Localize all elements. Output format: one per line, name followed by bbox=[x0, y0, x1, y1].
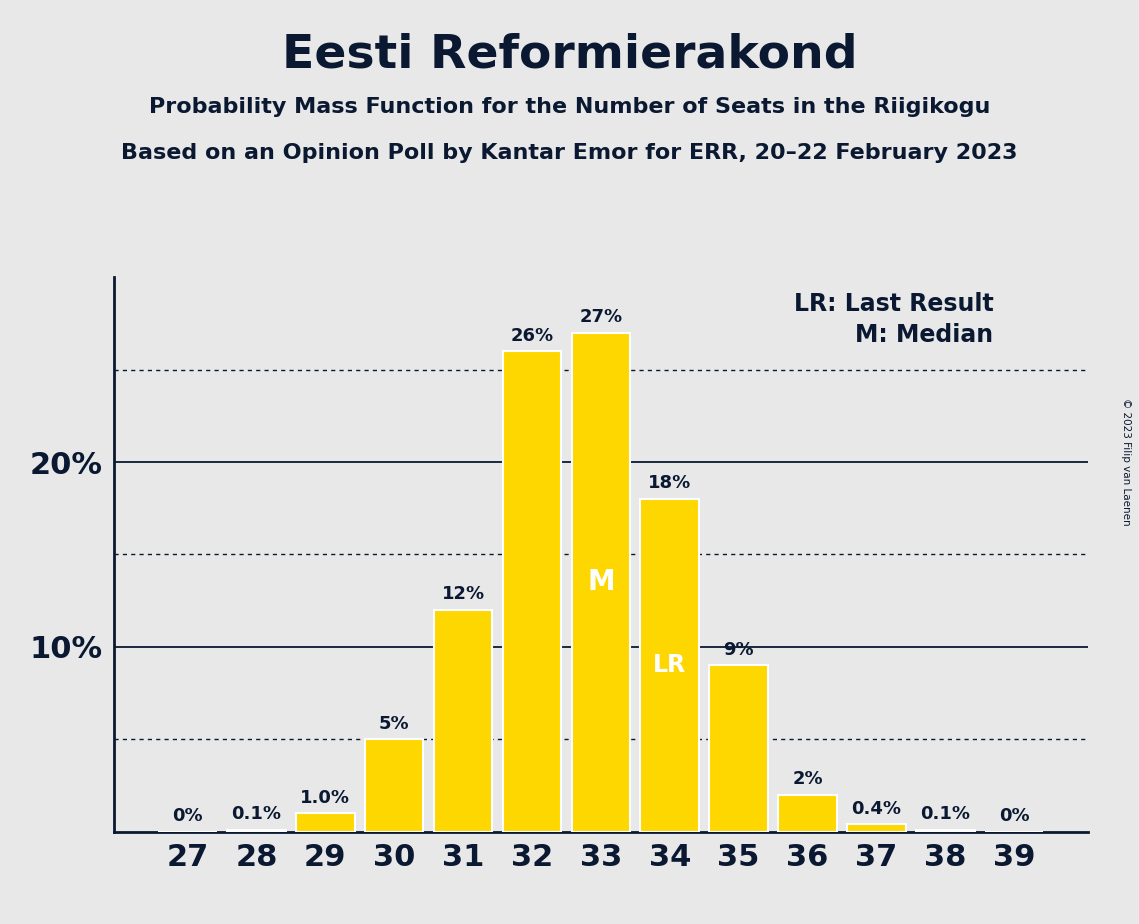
Text: 2%: 2% bbox=[793, 771, 822, 788]
Bar bbox=[296, 813, 354, 832]
Text: 0%: 0% bbox=[172, 808, 203, 825]
Text: LR: LR bbox=[653, 653, 687, 677]
Text: 0.1%: 0.1% bbox=[231, 806, 281, 823]
Text: Probability Mass Function for the Number of Seats in the Riigikogu: Probability Mass Function for the Number… bbox=[149, 97, 990, 117]
Text: M: M bbox=[587, 568, 615, 596]
Text: LR: Last Result: LR: Last Result bbox=[794, 292, 993, 316]
Text: © 2023 Filip van Laenen: © 2023 Filip van Laenen bbox=[1121, 398, 1131, 526]
Text: 0%: 0% bbox=[999, 808, 1030, 825]
Bar bbox=[364, 739, 424, 832]
Text: Eesti Reformierakond: Eesti Reformierakond bbox=[281, 32, 858, 78]
Bar bbox=[434, 610, 492, 832]
Bar bbox=[916, 830, 975, 832]
Bar bbox=[572, 333, 630, 832]
Bar bbox=[640, 499, 699, 832]
Text: 12%: 12% bbox=[442, 586, 484, 603]
Text: 26%: 26% bbox=[510, 327, 554, 345]
Text: M: Median: M: Median bbox=[855, 323, 993, 347]
Bar bbox=[710, 665, 768, 832]
Bar bbox=[227, 830, 286, 832]
Text: 0.4%: 0.4% bbox=[852, 800, 901, 818]
Text: 18%: 18% bbox=[648, 475, 691, 492]
Text: 9%: 9% bbox=[723, 641, 754, 659]
Text: 5%: 5% bbox=[379, 715, 409, 733]
Bar bbox=[502, 351, 562, 832]
Bar bbox=[847, 824, 906, 832]
Text: 27%: 27% bbox=[580, 309, 622, 326]
Text: 1.0%: 1.0% bbox=[301, 789, 350, 807]
Text: 0.1%: 0.1% bbox=[920, 806, 970, 823]
Bar bbox=[778, 795, 837, 832]
Text: Based on an Opinion Poll by Kantar Emor for ERR, 20–22 February 2023: Based on an Opinion Poll by Kantar Emor … bbox=[121, 143, 1018, 164]
